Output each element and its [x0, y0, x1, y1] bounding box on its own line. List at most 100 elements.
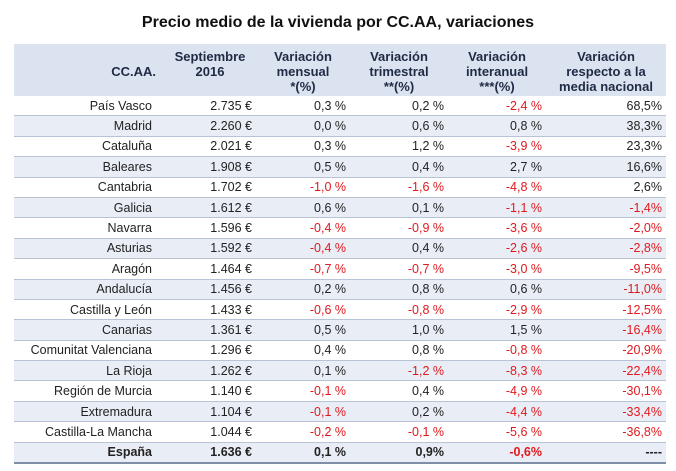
region-name: Galicia: [14, 197, 164, 219]
region-name: España: [14, 442, 164, 465]
table-row: Castilla y León 1.433 € -0,6 % -0,8 % -2,9 %…: [14, 299, 666, 321]
table-cell: -1,6 %: [350, 177, 448, 198]
column-header-line: trimestral: [369, 64, 429, 79]
table-cell: -0,1 %: [350, 421, 448, 443]
table-cell: -2,6 %: [448, 238, 546, 260]
table-cell: 1.636 €: [164, 442, 256, 465]
column-header-line: media nacional: [559, 79, 653, 94]
table-cell: 2.260 €: [164, 115, 256, 137]
header-row: CC.AA. Septiembre 2016 Variación mensual *(%)…: [14, 44, 666, 96]
price-table: CC.AA. Septiembre 2016 Variación mensual *(%)…: [14, 44, 666, 465]
column-header-line: ***(%): [479, 79, 515, 94]
table-cell: 0,8 %: [350, 279, 448, 300]
table-cell: -2,8%: [546, 238, 666, 260]
column-header-line: **(%): [383, 79, 415, 94]
table-cell: 23,3%: [546, 136, 666, 158]
table-cell: 0,8 %: [448, 115, 546, 137]
table-cell: -0,9 %: [350, 217, 448, 239]
table-cell: 0,1 %: [350, 197, 448, 219]
table-cell: -1,1 %: [448, 197, 546, 219]
table-cell: 1.140 €: [164, 380, 256, 402]
table-cell: -1,4%: [546, 197, 666, 219]
table-cell: 0,2 %: [350, 401, 448, 423]
table-row: País Vasco 2.735 €0,3 % 0,2 % -2,4 % 68,5%: [14, 96, 666, 117]
table-cell: 1.456 €: [164, 279, 256, 300]
table-row: Galicia 1.612 €0,6 % 0,1 % -1,1 % -1,4%: [14, 197, 666, 219]
table-row: Andalucía 1.456 €0,2 % 0,8 % 0,6 % -11,0%: [14, 279, 666, 300]
column-header-line: Variación: [577, 49, 635, 64]
column-header: Variación mensual *(%): [256, 44, 350, 96]
table-row: Madrid 2.260 €0,0 % 0,6 % 0,8 % 38,3%: [14, 115, 666, 137]
table-cell: 1.612 €: [164, 197, 256, 219]
table-row: Región de Murcia 1.140 € -0,1 % 0,4 % -4,9 %…: [14, 380, 666, 402]
table-body: País Vasco 2.735 €0,3 % 0,2 % -2,4 % 68,5% Ma…: [14, 96, 666, 465]
table-cell: -20,9%: [546, 340, 666, 362]
region-name: La Rioja: [14, 360, 164, 382]
region-name: Baleares: [14, 156, 164, 178]
table-cell: 38,3%: [546, 115, 666, 137]
table-cell: 1.702 €: [164, 177, 256, 198]
table-cell: 0,9%: [350, 442, 448, 465]
table-cell: 1.592 €: [164, 238, 256, 260]
table-cell: -0,1 %: [256, 401, 350, 423]
column-header-line: respecto a la: [566, 64, 646, 79]
region-name: Canarias: [14, 319, 164, 341]
table-cell: 1.262 €: [164, 360, 256, 382]
region-name: Asturias: [14, 238, 164, 260]
table-cell: -2,0%: [546, 217, 666, 239]
region-name: País Vasco: [14, 96, 164, 117]
table-title: Precio medio de la vivienda por CC.AA, v…: [141, 14, 535, 31]
table-cell: 1.044 €: [164, 421, 256, 443]
table-cell: -2,4 %: [448, 96, 546, 117]
column-header-line: interanual: [465, 64, 529, 79]
table-cell: -0,4 %: [256, 238, 350, 260]
table-cell: 1,5 %: [448, 319, 546, 341]
table-cell: 0,2 %: [350, 96, 448, 117]
table-cell: -22,4%: [546, 360, 666, 382]
table-row: Asturias 1.592 € -0,4 % 0,4 % -2,6 % -2,8%: [14, 238, 666, 260]
region-name: Aragón: [14, 258, 164, 280]
table-row: Comunitat Valenciana 1.296 €0,4 % 0,8 % -0,…: [14, 340, 666, 362]
column-header-line: CC.AA.: [111, 64, 156, 79]
column-header-line: Variación: [370, 49, 428, 64]
table-cell: 0,1 %: [256, 442, 350, 465]
table-cell: 1,0 %: [350, 319, 448, 341]
region-name: Navarra: [14, 217, 164, 239]
table-cell: 1.296 €: [164, 340, 256, 362]
table-cell: 0,3 %: [256, 136, 350, 158]
table-cell: ----: [546, 442, 666, 465]
table-cell: -0,6%: [448, 442, 546, 465]
table-cell: -0,8 %: [350, 299, 448, 321]
table-cell: 0,3 %: [256, 96, 350, 117]
table-cell: -30,1%: [546, 380, 666, 402]
table-cell: 1.596 €: [164, 217, 256, 239]
table-cell: -12,5%: [546, 299, 666, 321]
table-cell: -36,8%: [546, 421, 666, 443]
region-name: Comunitat Valenciana: [14, 340, 164, 362]
table-cell: -11,0%: [546, 279, 666, 300]
column-header: Variación respecto a la media nacional: [546, 44, 666, 96]
table-row: Cataluña 2.021 €0,3 % 1,2 % -3,9 % 23,3%: [14, 136, 666, 158]
table-cell: 1.433 €: [164, 299, 256, 321]
table-cell: -5,6 %: [448, 421, 546, 443]
table-cell: 0,5 %: [256, 156, 350, 178]
region-name: Andalucía: [14, 279, 164, 300]
region-name: Castilla y León: [14, 299, 164, 321]
column-header-line: Variación: [274, 49, 332, 64]
table-row: La Rioja 1.262 €0,1 % -1,2 % -8,3 % -22,4%: [14, 360, 666, 382]
region-name: Región de Murcia: [14, 380, 164, 402]
column-header-line: mensual: [276, 64, 330, 79]
table-cell: -8,3 %: [448, 360, 546, 382]
table-cell: -0,7 %: [256, 258, 350, 280]
table-cell: 1.464 €: [164, 258, 256, 280]
table-row: Cantabria 1.702 € -1,0 % -1,6 % -4,8 % 2,6%: [14, 177, 666, 198]
table-cell: 0,2 %: [256, 279, 350, 300]
table-cell: 0,5 %: [256, 319, 350, 341]
table-cell: -0,7 %: [350, 258, 448, 280]
table-cell: -1,2 %: [350, 360, 448, 382]
column-header-line: *(%): [290, 79, 316, 94]
table-cell: 1,2 %: [350, 136, 448, 158]
table-row: Navarra 1.596 € -0,4 % -0,9 % -3,6 % -2,0%: [14, 217, 666, 239]
table-row: Extremadura 1.104 € -0,1 % 0,2 % -4,4 % -33,4…: [14, 401, 666, 423]
table-cell: 0,0 %: [256, 115, 350, 137]
